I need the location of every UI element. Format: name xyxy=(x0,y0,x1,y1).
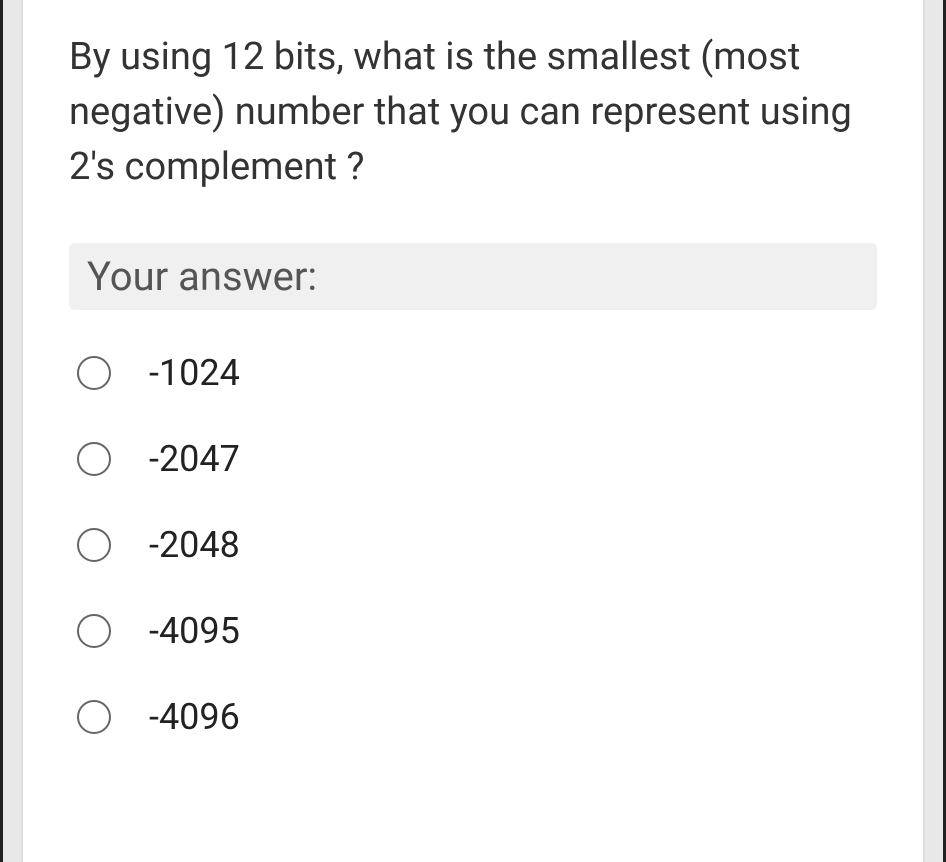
options-list: -1024 -2047 -2048 -4095 -4096 xyxy=(69,352,877,738)
question-text: By using 12 bits, what is the smallest (… xyxy=(69,30,877,195)
option-row[interactable]: -2048 xyxy=(77,524,877,566)
option-row[interactable]: -2047 xyxy=(77,438,877,480)
option-label: -4096 xyxy=(149,696,240,738)
radio-icon[interactable] xyxy=(77,528,111,562)
option-label: -2048 xyxy=(149,524,240,566)
option-label: -2047 xyxy=(149,438,240,480)
radio-icon[interactable] xyxy=(77,442,111,476)
radio-icon[interactable] xyxy=(77,700,111,734)
option-row[interactable]: -1024 xyxy=(77,352,877,394)
radio-icon[interactable] xyxy=(77,356,111,390)
question-card: By using 12 bits, what is the smallest (… xyxy=(21,0,925,862)
answer-prompt-label: Your answer: xyxy=(69,243,877,310)
radio-icon[interactable] xyxy=(77,614,111,648)
option-label: -1024 xyxy=(149,352,240,394)
page-frame: By using 12 bits, what is the smallest (… xyxy=(0,0,946,862)
option-label: -4095 xyxy=(149,610,240,652)
option-row[interactable]: -4096 xyxy=(77,696,877,738)
option-row[interactable]: -4095 xyxy=(77,610,877,652)
